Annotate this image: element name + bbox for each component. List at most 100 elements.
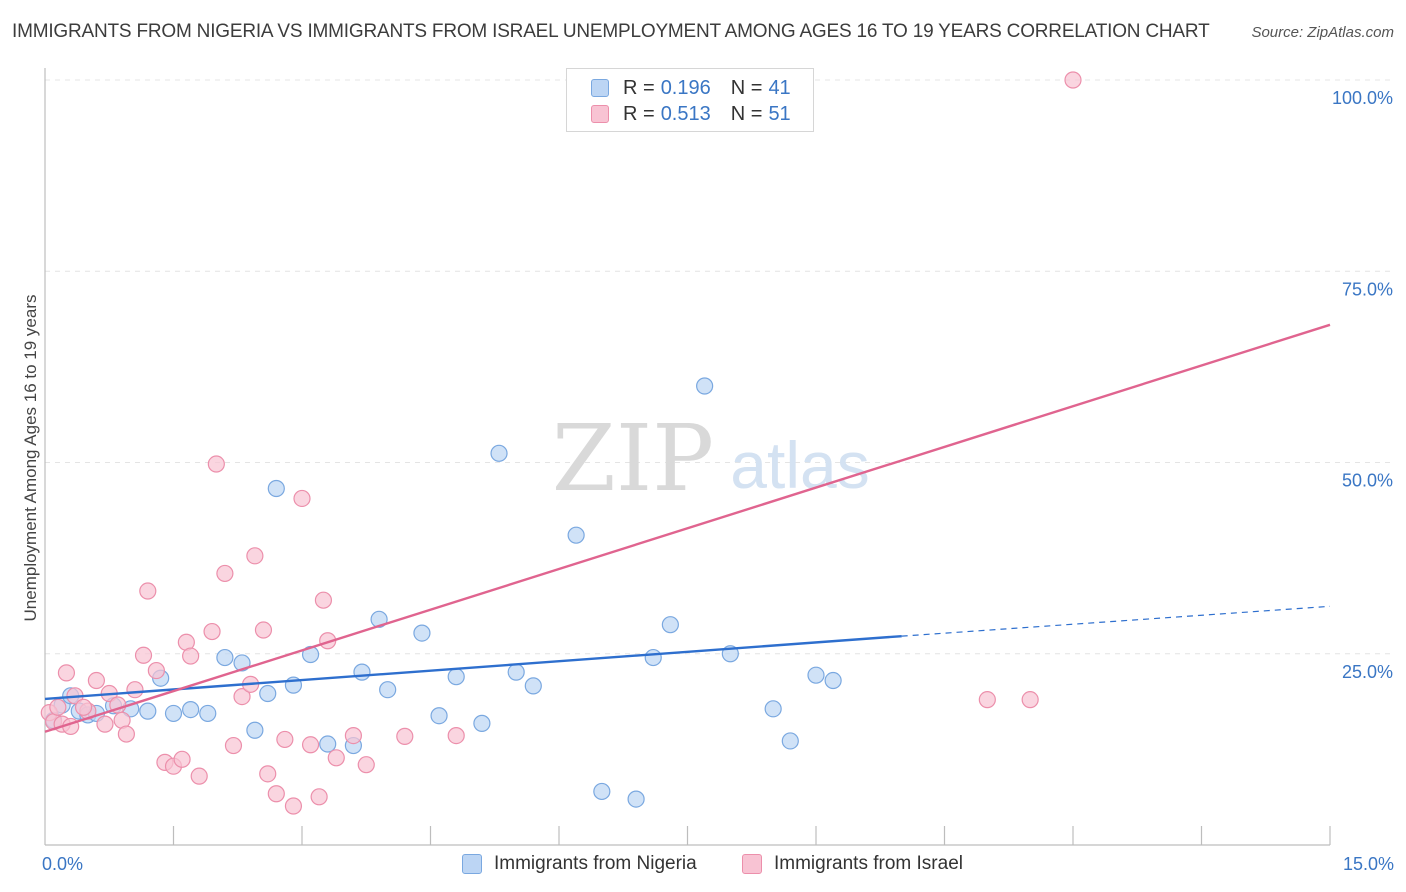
israel-point-38: [310, 788, 328, 806]
y-tick-label-3: 100.0%: [1332, 88, 1393, 108]
y-tick-label-1: 50.0%: [1342, 471, 1393, 491]
nigeria-point-34: [627, 790, 645, 808]
israel-trend-line: [44, 323, 1331, 733]
israel-point-37: [301, 736, 320, 754]
israel-point-42: [344, 727, 362, 745]
israel-point-2: [49, 698, 67, 716]
axes-layer: [44, 68, 1331, 846]
nigeria-point-10: [164, 704, 183, 723]
israel-point-47: [1021, 691, 1039, 709]
legend-n-value-israel: 51: [768, 102, 791, 125]
nigeria-point-13: [216, 648, 234, 667]
nigeria-point-17: [267, 479, 285, 498]
israel-swatch: [591, 105, 609, 123]
nigeria-point-11: [182, 700, 200, 719]
israel-point-48: [1064, 71, 1082, 89]
grid-layer: [45, 79, 1392, 655]
israel-point-17: [147, 661, 165, 680]
israel-point-25: [207, 455, 225, 473]
x-tick-label-1: 15.0%: [1343, 854, 1394, 874]
legend-r-label: R =: [623, 102, 655, 125]
israel-point-28: [233, 687, 251, 706]
israel-point-34: [276, 730, 294, 749]
nigeria-point-22: [353, 663, 371, 681]
y-tick-label-0: 25.0%: [1342, 662, 1393, 682]
chart-source: Source: ZipAtlas.com: [1251, 24, 1394, 41]
nigeria-point-37: [696, 377, 714, 395]
nigeria-point-29: [490, 444, 508, 462]
israel-point-30: [246, 547, 264, 565]
watermark-zip: ZIP: [552, 405, 714, 512]
legend-n-label: N =: [730, 102, 763, 125]
series-legend-nigeria: Immigrants from Nigeria: [462, 851, 697, 877]
nigeria-point-15: [246, 721, 264, 739]
series-legend-nigeria-label: Immigrants from Nigeria: [494, 853, 697, 874]
israel-point-39: [314, 591, 333, 609]
series-legend-israel-label: Immigrants from Israel: [774, 853, 963, 874]
y-axis-label: Unemployment Among Ages 16 to 19 years: [21, 295, 40, 622]
israel-point-45: [447, 727, 465, 745]
legend-r-value-nigeria: 0.196: [660, 76, 711, 99]
israel-point-8: [87, 671, 106, 690]
legend-r-label: R =: [623, 76, 655, 99]
nigeria-point-27: [447, 668, 465, 686]
nigeria-point-42: [824, 671, 842, 690]
nigeria-point-32: [567, 526, 585, 544]
israel-point-33: [267, 785, 285, 803]
nigeria-point-35: [644, 648, 662, 667]
israel-legend-swatch: [742, 854, 762, 874]
nigeria-trend-line: [44, 634, 902, 701]
israel-point-35: [284, 797, 303, 815]
nigeria-point-25: [413, 624, 431, 642]
y-tick-label-2: 75.0%: [1342, 279, 1393, 299]
nigeria-point-31: [524, 677, 542, 695]
israel-point-26: [216, 564, 234, 583]
israel-point-20: [173, 750, 191, 768]
points-layer: [40, 71, 1082, 815]
nigeria-point-26: [430, 707, 448, 725]
israel-point-46: [978, 691, 996, 709]
israel-point-36: [293, 489, 311, 508]
legend-n-label: N =: [730, 76, 763, 99]
israel-point-9: [96, 715, 114, 733]
israel-point-13: [117, 725, 135, 743]
nigeria-point-30: [507, 663, 525, 681]
israel-point-32: [259, 765, 277, 783]
watermark: ZIP atlas: [552, 405, 870, 512]
nigeria-point-33: [593, 782, 611, 801]
legend-r-value-israel: 0.513: [660, 102, 711, 125]
nigeria-point-40: [781, 732, 799, 750]
labels-layer: 25.0% 50.0% 75.0% 100.0% 0.0% 15.0%: [42, 88, 1394, 874]
israel-point-27: [224, 736, 243, 755]
series-legend-israel: Immigrants from Israel: [742, 851, 963, 877]
chart-title: IMMIGRANTS FROM NIGERIA VS IMMIGRANTS FR…: [12, 21, 1210, 42]
nigeria-point-36: [661, 616, 679, 634]
nigeria-point-41: [807, 666, 825, 684]
nigeria-point-20: [319, 735, 337, 753]
israel-point-15: [134, 646, 153, 664]
israel-point-50: [74, 698, 93, 716]
nigeria-point-16: [259, 684, 277, 703]
israel-point-14: [126, 681, 144, 699]
israel-point-31: [254, 621, 273, 639]
trend-layer: [44, 323, 1331, 733]
legend-n-value-nigeria: 41: [768, 76, 791, 99]
israel-point-44: [396, 727, 414, 745]
nigeria-point-8: [139, 702, 157, 720]
israel-point-41: [327, 749, 345, 767]
legend-row-israel: R = 0.513 N = 51: [591, 101, 791, 127]
nigeria-point-28: [473, 714, 491, 732]
israel-point-24: [203, 622, 221, 641]
watermark-atlas: atlas: [730, 428, 869, 502]
legend-row-nigeria: R = 0.196 N = 41: [591, 75, 791, 101]
israel-point-16: [139, 582, 157, 600]
israel-point-22: [182, 647, 200, 665]
israel-point-23: [190, 767, 208, 785]
correlation-legend: R = 0.196 N = 41 R = 0.513 N = 51: [566, 68, 814, 132]
nigeria-legend-swatch: [462, 854, 482, 874]
israel-point-43: [357, 756, 375, 774]
nigeria-point-23: [370, 610, 388, 628]
nigeria-trend-extension: [901, 605, 1331, 637]
nigeria-point-39: [764, 700, 782, 718]
